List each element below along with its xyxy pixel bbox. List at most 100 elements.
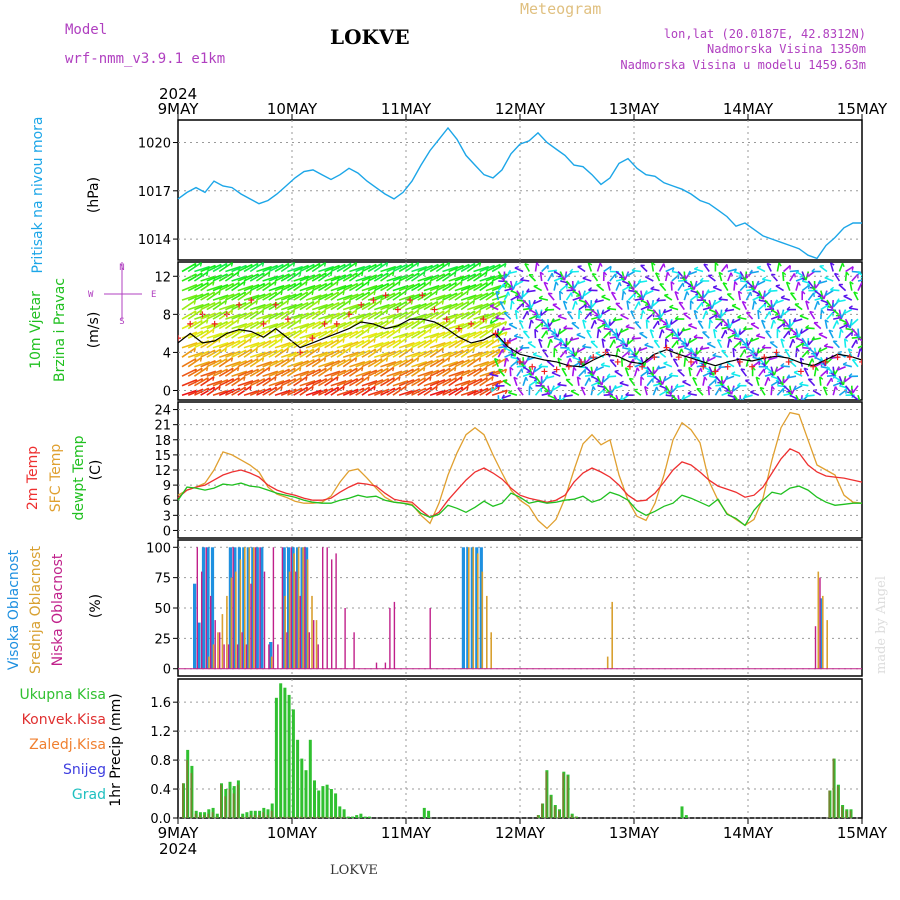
wind-barb [731,318,741,324]
wind-barb-flag [751,353,757,357]
wind-barb-flag [513,376,518,380]
wind-barb [398,389,415,396]
wind-barb [311,293,328,301]
precip-legend-item: Snijeg [63,762,106,778]
wind-barb [495,384,505,387]
wind-barb [224,319,240,330]
wind-barb [479,301,495,311]
wind-barb [280,377,296,387]
wind-barb [330,263,346,273]
wind-barb [674,291,679,301]
wind-barb-flag [599,381,603,386]
precip-panel: 0.00.40.81.21.6 1hr Precip (mm) Ukupna K… [19,678,863,827]
wind-barb-flag [497,386,500,391]
precip-conv-bar [329,816,332,818]
wind-barb-flag [398,329,401,334]
wind-barb [311,357,326,368]
wind-barb-flag [644,303,650,306]
wind-barb-flag [634,321,640,323]
wind-barb [293,349,309,358]
wind-barb [836,299,846,303]
wind-barb-flag [466,386,469,391]
wind-barb-flag [740,368,746,371]
wind-barb-flag [491,281,494,286]
wind-barb-flag [668,391,672,396]
wind-barb [349,329,364,339]
wind-barb-flag [538,338,543,342]
wind-barb [485,348,501,358]
wind-barb [659,389,668,396]
wind-barb-flag [212,376,215,381]
wind-barb [639,332,648,339]
wind-barb-flag [644,385,649,390]
pressure-line [177,126,862,260]
wind-barb-flag [775,367,778,372]
wind-barb [299,300,315,311]
wind-barb [721,349,729,358]
wind-barb-flag [664,293,669,296]
wind-barb [392,348,408,358]
wind-barb [367,368,383,377]
y-tick-label: 50 [154,602,171,617]
wind-barb-flag [550,338,553,343]
wind-barb [299,321,315,330]
wind-gust-marker [333,320,340,327]
precip-conv-bar [541,803,543,818]
wind-barb-flag [423,319,426,324]
wind-barb-flag [385,262,389,267]
wind-barb [386,275,403,282]
wind-barb [318,350,334,358]
wind-barb [243,341,260,349]
wind-barb-flag [811,268,816,273]
wind-barb [324,275,341,282]
wind-barb [653,339,661,349]
wind-barb-flag [230,310,234,315]
wind-barb [826,377,833,387]
wind-barb [336,389,353,396]
wind-barb [361,311,377,320]
wind-barb [732,385,741,392]
cloud-bar [287,547,291,669]
cloud-bar [217,632,219,669]
wind-barb [411,302,427,311]
wind-barb-flag [709,304,713,309]
wind-barb [355,301,371,311]
wind-barb [417,264,433,273]
wind-barb [644,386,648,396]
wind-barb [454,300,470,311]
wind-barb [615,337,625,344]
wind-barb [541,327,551,330]
wind-barb [194,265,210,273]
wind-barb [490,318,499,325]
cloud-bar [470,547,474,669]
wind-barb-flag [569,336,573,341]
wind-barb-flag [772,371,775,376]
wind-barb [435,340,452,349]
wind-barb [305,299,320,311]
wind-barb [508,337,518,343]
wind-barb-flag [558,329,561,334]
wind-barb-flag [569,268,574,273]
wind-barb [386,291,401,301]
wind-barb [274,389,291,396]
wind-barb [681,327,691,332]
wind-barb [243,283,260,292]
wind-barb [582,319,586,329]
wind-barb [813,367,817,377]
wind-barb [857,282,862,291]
x-tick-label-top: 9MAY [158,100,200,118]
wind-barb [625,325,635,330]
wind-barb [627,293,636,301]
precip-legend-item: Zaledj.Kisa [29,737,106,753]
wind-barb-flag [218,290,221,296]
wind-barb [516,368,523,377]
y-tick-label: 1014 [138,233,171,248]
wind-barb [633,367,639,377]
wind-barb-flag [429,376,432,381]
wind-barb [380,387,396,396]
precip-total-bar [363,816,367,818]
x-tick-label-top: 11MAY [381,100,432,118]
wind-barb [786,375,797,379]
wind-barb [762,278,772,282]
wind-gust-marker [321,320,328,327]
